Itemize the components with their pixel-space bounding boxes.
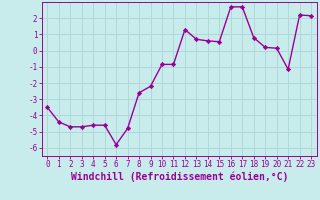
X-axis label: Windchill (Refroidissement éolien,°C): Windchill (Refroidissement éolien,°C) <box>70 172 288 182</box>
